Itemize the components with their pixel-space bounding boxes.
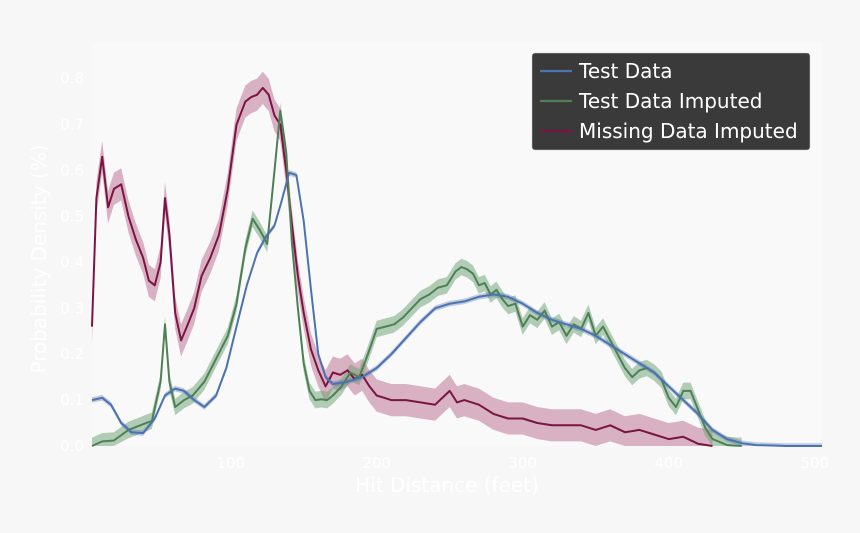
series-lines	[91, 86, 822, 447]
x-axis-label: Hit Distance (feet)	[355, 473, 539, 497]
y-tick-label: 0.3	[60, 299, 84, 317]
legend-label: Test Data	[578, 59, 673, 83]
y-tick-label: 0.6	[60, 162, 84, 180]
legend: Test Data Test Data Imputed Missing Data I…	[531, 52, 811, 151]
y-tick-label: 0.2	[60, 345, 84, 363]
y-axis-ticks: 0.0 0.1 0.2 0.3 0.4 0.5 0.6 0.7 0.8	[60, 70, 84, 455]
x-tick-label: 200	[362, 454, 391, 472]
y-tick-label: 0.5	[60, 207, 84, 225]
line-test-data-imputed	[91, 109, 742, 447]
y-tick-label: 0.7	[60, 116, 84, 134]
y-tick-label: 0.4	[60, 253, 84, 271]
x-tick-label: 500	[800, 454, 829, 472]
x-tick-label: 300	[508, 454, 537, 472]
y-tick-label: 0.1	[60, 391, 84, 409]
x-axis-ticks: 100 200 300 400 500	[216, 454, 829, 472]
legend-box	[531, 52, 811, 151]
y-axis-label: Probability Density (%)	[27, 144, 51, 373]
y-tick-label: 0.8	[60, 70, 84, 88]
line-missing-data-imputed	[91, 86, 713, 447]
x-tick-label: 100	[216, 454, 245, 472]
x-tick-label: 400	[654, 454, 683, 472]
legend-label: Missing Data Imputed	[579, 119, 798, 143]
legend-label: Test Data Imputed	[578, 89, 762, 113]
line-test-data	[91, 171, 822, 447]
y-tick-label: 0.0	[60, 437, 84, 455]
confidence-bands	[92, 71, 822, 447]
band-test-data-imputed	[92, 102, 742, 446]
